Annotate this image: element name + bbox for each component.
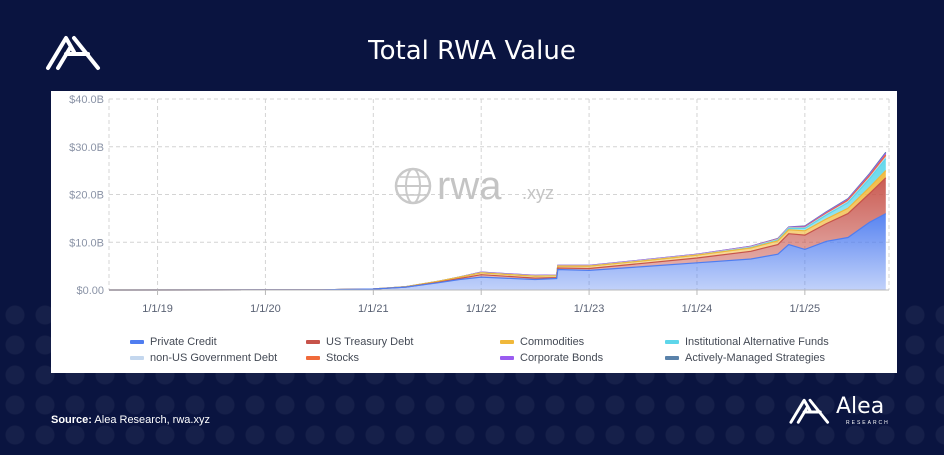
legend-swatch: [130, 356, 144, 360]
x-tick-label: 1/1/25: [790, 303, 821, 315]
line-private-credit: [108, 213, 887, 291]
x-tick-label: 1/1/22: [466, 303, 497, 315]
legend-swatch: [500, 356, 514, 360]
legend-item[interactable]: Actively-Managed Strategies: [665, 352, 825, 364]
page-title: Total RWA Value: [368, 36, 576, 66]
watermark-text: rwa: [437, 164, 502, 208]
brand-name: Alea: [836, 394, 885, 419]
legend-label: US Treasury Debt: [326, 336, 414, 348]
chart-panel: rwa .xyz $0.00 $10.0B $20.0B $30.0B $40.0B 1/…: [51, 91, 897, 373]
chart-legend: Private Credit US Treasury Debt Commoditie…: [130, 336, 890, 370]
area-private-credit: [109, 213, 886, 290]
alea-research-brand: Alea RESEARCH: [788, 392, 918, 432]
brand-subtitle: RESEARCH: [846, 420, 890, 426]
legend-label: Private Credit: [150, 336, 217, 348]
legend-item[interactable]: Private Credit: [130, 336, 217, 348]
y-tick-label: $30.0B: [69, 142, 104, 154]
legend-label: Corporate Bonds: [520, 352, 604, 364]
x-tick-label: 1/1/21: [358, 303, 389, 315]
legend-label: non-US Government Debt: [150, 352, 278, 364]
legend-item[interactable]: Stocks: [306, 352, 359, 364]
legend-item[interactable]: Commodities: [500, 336, 584, 348]
x-tick-label: 1/1/23: [574, 303, 605, 315]
y-tick-label: $40.0B: [69, 94, 104, 106]
watermark-suffix: .xyz: [522, 183, 554, 203]
legend-item[interactable]: Institutional Alternative Funds: [665, 336, 829, 348]
chart-areas: [108, 151, 887, 291]
x-tick-label: 1/1/24: [682, 303, 713, 315]
source-label: Source:: [51, 414, 92, 426]
y-tick-label: $10.0B: [69, 237, 104, 249]
x-tick-label: 1/1/19: [142, 303, 173, 315]
source-note: Source: Alea Research, rwa.xyz: [51, 414, 210, 426]
legend-label: Commodities: [520, 336, 585, 348]
rwa-watermark: rwa .xyz: [394, 164, 554, 208]
y-tick-label: $20.0B: [69, 190, 104, 202]
legend-item[interactable]: Corporate Bonds: [500, 352, 603, 364]
legend-swatch: [306, 340, 320, 344]
alea-logo-icon: [46, 36, 100, 70]
legend-swatch: [665, 340, 679, 344]
legend-swatch: [306, 356, 320, 360]
legend-swatch: [500, 340, 514, 344]
legend-item[interactable]: non-US Government Debt: [130, 352, 277, 364]
legend-item[interactable]: US Treasury Debt: [306, 336, 413, 348]
legend-label: Stocks: [326, 352, 360, 364]
chart-axes: $0.00 $10.0B $20.0B $30.0B $40.0B 1/1/19 1/1/2…: [69, 94, 889, 315]
legend-swatch: [130, 340, 144, 344]
rwa-area-chart: rwa .xyz $0.00 $10.0B $20.0B $30.0B $40.0B 1/…: [69, 94, 890, 315]
y-tick-label: $0.00: [76, 285, 104, 297]
legend-swatch: [665, 356, 679, 360]
area-us-treasury-debt: [109, 177, 886, 290]
source-text: Alea Research, rwa.xyz: [94, 414, 210, 426]
legend-label: Institutional Alternative Funds: [685, 336, 829, 348]
legend-label: Actively-Managed Strategies: [685, 352, 826, 364]
x-tick-label: 1/1/20: [250, 303, 281, 315]
alea-brand-icon: [789, 398, 830, 424]
